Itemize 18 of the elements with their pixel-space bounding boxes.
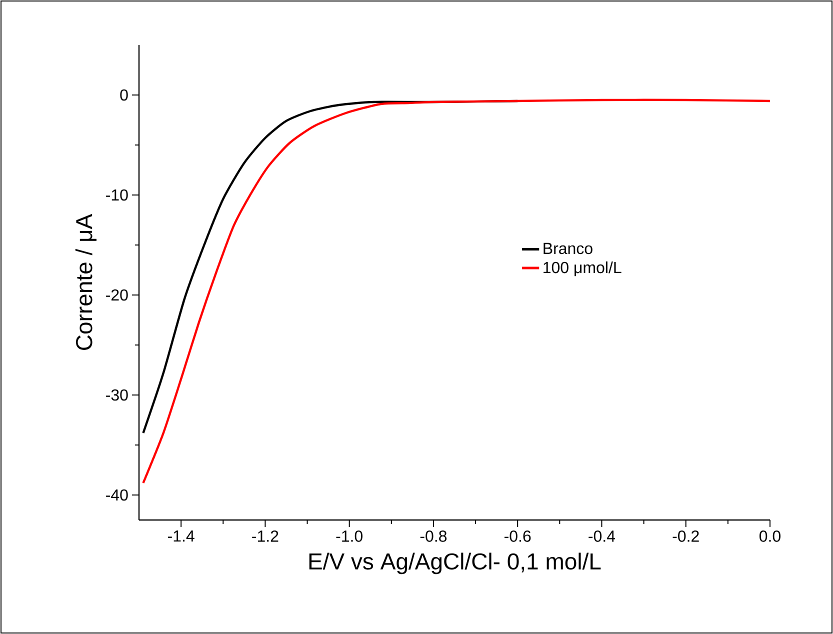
x-tick-label: -1.4: [168, 530, 194, 542]
x-axis-title: E/V vs Ag/AgCl/Cl- 0,1 mol/L: [309, 552, 601, 574]
y-tick-label: -20: [106, 289, 128, 301]
x-tick-label: -0.2: [672, 530, 699, 542]
y-tick-label: -10: [106, 189, 128, 201]
x-tick-label: -0.6: [504, 530, 531, 542]
y-tick-label: -30: [106, 389, 128, 401]
x-tick-label: -1.0: [336, 530, 362, 542]
x-tick-label: -0.4: [588, 530, 616, 542]
x-tick-label: -1.2: [252, 530, 278, 542]
x-tick-label: 0.0: [760, 530, 780, 542]
y-axis-title: Corrente / μA: [75, 214, 96, 350]
y-tick-label: -40: [106, 489, 128, 501]
x-tick-label: -0.8: [420, 530, 447, 542]
legend-label: Branco: [544, 242, 592, 254]
y-tick-label: 0: [120, 89, 128, 101]
line-series: [142, 98, 770, 484]
legend-label: 100 μmol/L: [544, 261, 622, 276]
